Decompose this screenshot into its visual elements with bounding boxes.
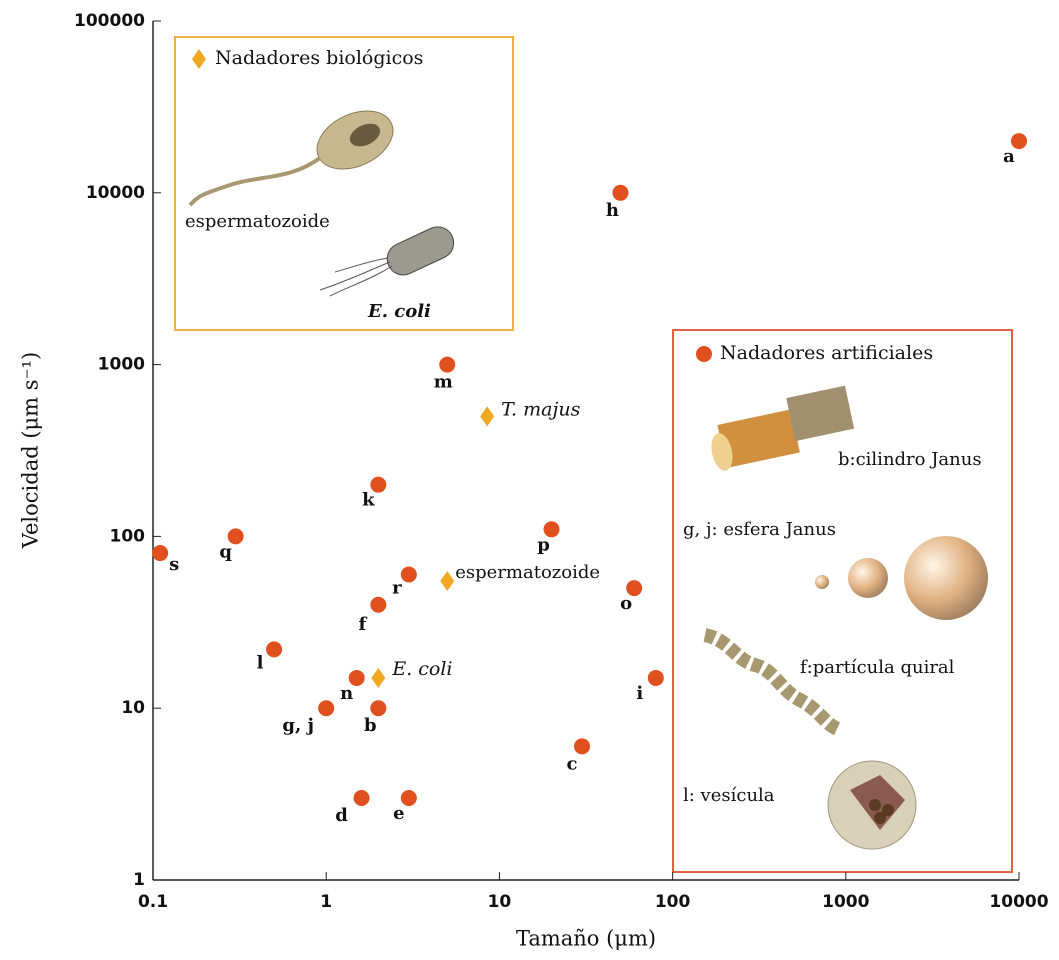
y-tick-label: 1000 [98,355,145,375]
point-label: i [636,683,643,704]
point-label: n [340,683,353,704]
x-tick-label: 0.1 [138,892,168,912]
data-point [480,406,495,427]
point-label: espermatozoide [455,562,600,583]
ecoli-illustration [319,226,455,297]
point-label: o [620,593,632,614]
data-point [647,669,664,686]
data-point [574,738,591,755]
x-axis-title: Tamaño (μm) [516,927,656,951]
legend-marker [192,49,206,69]
legend-box [174,36,514,331]
x-tick-label: 10000 [989,892,1048,912]
point-label: l [257,652,264,673]
y-tick-label: 100000 [74,11,145,31]
data-point [400,790,417,807]
data-point [370,700,387,717]
data-point [348,669,365,686]
data-point [227,528,244,545]
data-point [543,521,560,538]
data-point [400,566,417,583]
point-label: h [606,200,619,221]
data-point [626,580,643,597]
data-point [439,356,456,373]
legend-marker [696,346,712,362]
point-label: c [567,753,578,774]
x-tick-label: 10 [488,892,512,912]
x-tick-label: 1000 [822,892,869,912]
data-point [370,596,387,613]
cylinder-illustration [711,385,855,471]
point-label: m [434,372,453,393]
annotation: f:partícula quiral [800,657,955,678]
point-label: T. majus [501,398,580,420]
legend-label: Nadadores artificiales [720,342,933,364]
point-label: d [335,805,348,826]
point-label: r [392,578,402,599]
data-point [152,545,169,562]
vesicle-illustration [827,760,917,850]
point-label: q [219,541,232,562]
y-tick-label: 10000 [86,183,145,203]
point-label: a [1003,146,1015,167]
y-axis-title: Velocidad (μm s⁻¹) [19,352,43,550]
data-point [353,790,370,807]
sperm-illustration [188,110,394,207]
point-label: f [358,614,367,635]
point-label: g, j [282,715,314,736]
data-point [266,641,283,658]
x-tick-label: 1 [320,892,332,912]
point-label: e [393,803,404,824]
y-tick-label: 100 [110,526,146,546]
data-point [371,667,386,688]
annotation: l: vesícula [683,785,775,806]
annotation: E. coli [367,301,431,322]
data-point [318,700,335,717]
data-point [1011,133,1027,150]
spheres-illustration [815,536,988,620]
y-tick-label: 10 [121,698,145,718]
annotation: espermatozoide [185,211,330,232]
point-label: p [537,534,550,555]
point-label: E. coli [391,658,452,680]
point-label: k [362,490,375,511]
data-point [440,571,455,592]
legend-label: Nadadores biológicos [215,47,423,69]
data-point [370,476,387,493]
point-label: s [169,554,179,575]
annotation: g, j: esfera Janus [683,519,836,540]
point-label: b [364,715,377,736]
x-tick-label: 100 [655,892,691,912]
helix-illustration [703,628,843,737]
y-tick-label: 1 [133,870,145,890]
annotation: b:cilindro Janus [838,449,982,470]
data-point [612,184,629,201]
